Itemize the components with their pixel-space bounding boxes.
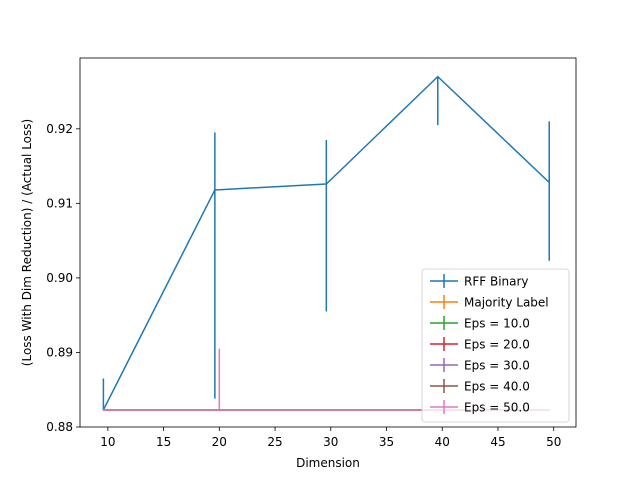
- legend-label: Eps = 40.0: [464, 380, 530, 394]
- y-tick-label: 0.91: [46, 196, 73, 210]
- y-tick-label: 0.89: [46, 345, 73, 359]
- data-point: [102, 409, 105, 411]
- plot-frame: [79, 57, 577, 428]
- legend-label: Eps = 20.0: [464, 338, 530, 352]
- legend-entry: Eps = 50.0: [430, 400, 530, 415]
- legend-label: Eps = 10.0: [464, 317, 530, 331]
- x-tick-label: 40: [435, 435, 450, 449]
- y-axis-label: (Loss With Dim Reduction) / (Actual Loss…: [20, 119, 34, 366]
- legend-entry: Eps = 20.0: [430, 337, 530, 352]
- x-axis-label: Dimension: [296, 456, 360, 470]
- legend-label: RFF Binary: [464, 275, 529, 289]
- x-tick-label: 50: [546, 435, 561, 449]
- y-axis-ticks: 0.88 0.89 0.90 0.91 0.92: [46, 122, 80, 434]
- y-tick-label: 0.90: [46, 271, 73, 285]
- x-tick-label: 30: [323, 435, 338, 449]
- legend-entry: Eps = 10.0: [430, 316, 530, 331]
- y-tick-label: 0.92: [46, 122, 73, 136]
- x-axis-ticks: 10 15 20 25 30 35 40 45 50: [100, 427, 561, 449]
- legend-entry: Eps = 30.0: [430, 358, 530, 373]
- x-tick-label: 20: [212, 435, 227, 449]
- legend-label: Eps = 30.0: [464, 359, 530, 373]
- legend-entry: Eps = 40.0: [430, 379, 530, 394]
- x-tick-label: 10: [100, 435, 115, 449]
- x-tick-label: 45: [490, 435, 505, 449]
- legend-entry: Majority Label: [430, 295, 549, 310]
- legend-label: Majority Label: [464, 296, 549, 310]
- legend-box: [421, 268, 570, 423]
- data-point: [325, 409, 328, 411]
- x-tick-label: 25: [267, 435, 282, 449]
- x-tick-label: 35: [379, 435, 394, 449]
- x-tick-label: 15: [156, 435, 171, 449]
- y-tick-label: 0.88: [46, 420, 73, 434]
- legend: RFF Binary Majority Label Eps = 10.0 Eps = …: [421, 268, 570, 423]
- series-rff-binary: [102, 75, 550, 411]
- legend-label: Eps = 50.0: [464, 401, 530, 415]
- legend-entry: RFF Binary: [430, 274, 529, 289]
